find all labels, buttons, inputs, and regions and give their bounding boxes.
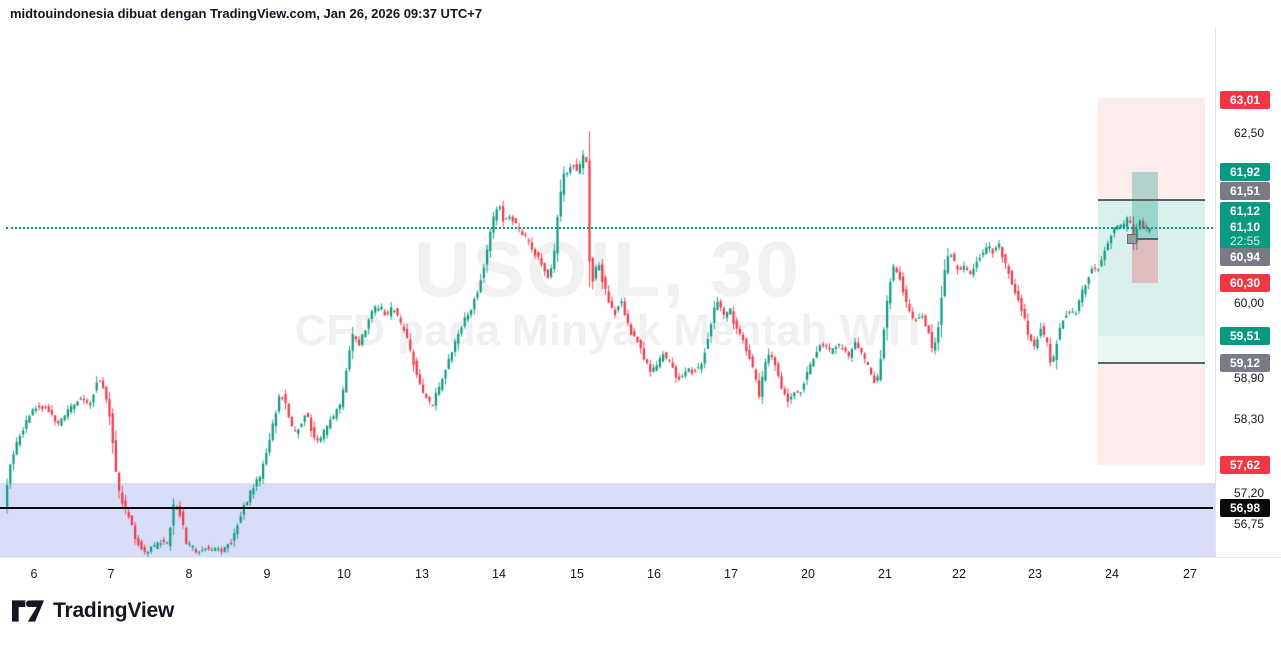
small-target-price-label: 61,92: [1220, 163, 1270, 181]
time-tick-label: 22: [952, 567, 966, 581]
support-price-line[interactable]: [0, 507, 1213, 510]
long-entry-line[interactable]: [1098, 361, 1205, 364]
time-tick-label: 13: [415, 567, 429, 581]
tradingview-branding[interactable]: TradingView: [12, 598, 174, 624]
time-tick-label: 8: [185, 567, 193, 581]
short-entry-price-label: 61,51: [1220, 182, 1270, 200]
long-stop-price-label: 57,62: [1220, 456, 1270, 474]
time-tick-label: 15: [570, 567, 584, 581]
chart-pane[interactable]: USOIL, 30 CFD pada Minyak Mentah WTI: [0, 28, 1215, 557]
current-price-line: [6, 227, 1213, 230]
short-entry-line[interactable]: [1098, 199, 1205, 202]
time-tick-label: 10: [337, 567, 351, 581]
support-line-price-label: 56,98: [1220, 499, 1270, 517]
small-entry-price-label: 60,94: [1220, 248, 1270, 266]
time-tick-label: 24: [1105, 567, 1119, 581]
time-axis[interactable]: 6 7 8 9 10 13 14 15 16 17 20 21 22 23 24 27: [0, 557, 1281, 592]
time-tick-label: 23: [1028, 567, 1042, 581]
time-tick-label: 20: [801, 567, 815, 581]
time-tick-label: 17: [724, 567, 738, 581]
price-axis[interactable]: 62,50 60,00 58,90 58,30 57,20 56,75 63,01 61,92…: [1215, 28, 1281, 557]
snapshot-title: midtouindonesia dibuat dengan TradingVie…: [10, 6, 483, 21]
short-target-price-label: 59,51: [1220, 327, 1270, 345]
small-entry-line[interactable]: [1132, 238, 1158, 241]
long-stop-zone[interactable]: [1098, 362, 1205, 465]
short-stop-zone[interactable]: [1098, 98, 1205, 201]
price-tick-label: 58,90: [1233, 370, 1265, 385]
price-tick-label: 56,75: [1233, 517, 1265, 531]
time-tick-label: 9: [263, 567, 271, 581]
time-tick-label: 16: [647, 567, 661, 581]
small-entry-line-handle[interactable]: [1127, 234, 1137, 245]
short-stop-price-label: 63,01: [1220, 91, 1270, 109]
price-tick-label: 60,00: [1233, 296, 1265, 310]
price-tick-label: 62,50: [1233, 126, 1265, 140]
time-tick-label: 6: [30, 567, 38, 581]
small-profit-zone[interactable]: [1132, 172, 1158, 240]
price-tick-label: 57,20: [1233, 486, 1265, 501]
candlestick-series: [0, 28, 1215, 557]
time-tick-label: 21: [878, 567, 892, 581]
price-tick-label: 58,30: [1233, 411, 1265, 426]
long-profit-zone[interactable]: [1098, 336, 1205, 363]
current-price-label: 61,10 22:55: [1220, 218, 1270, 250]
long-entry-price-label: 59,12: [1220, 354, 1270, 372]
short-profit-zone[interactable]: [1098, 200, 1205, 337]
tradingview-logo-text: TradingView: [53, 599, 175, 622]
small-stop-zone[interactable]: [1132, 239, 1158, 283]
small-stop-price-label: 60,30: [1220, 274, 1270, 292]
time-tick-label: 7: [107, 567, 115, 581]
time-tick-label: 27: [1183, 567, 1197, 581]
bar-countdown: 22:55: [1229, 234, 1261, 248]
tradingview-logo-icon: [12, 600, 44, 622]
ask-price-label: 61,12: [1220, 202, 1270, 220]
time-tick-label: 14: [492, 567, 506, 581]
